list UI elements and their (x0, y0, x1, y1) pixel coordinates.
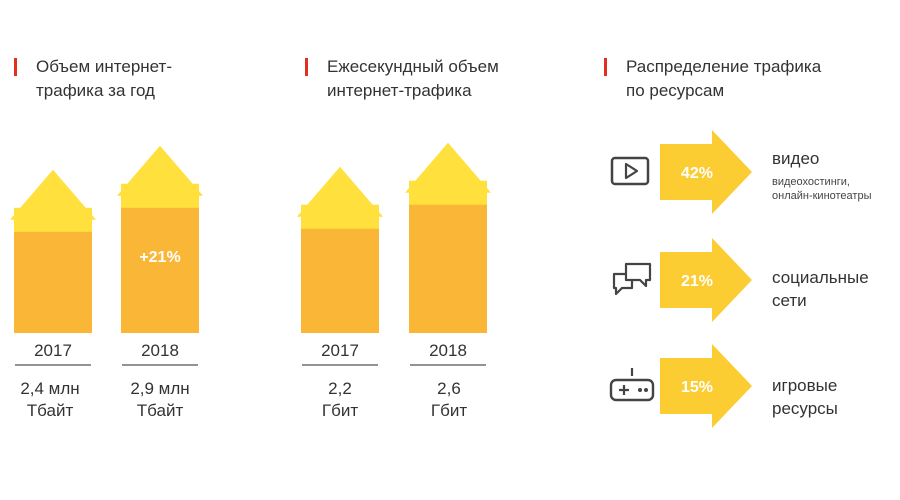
title-line-2: интернет-трафика (327, 81, 472, 100)
value-line-2: Тбайт (26, 401, 74, 420)
title-line-1: Распределение трафика (626, 57, 822, 76)
year-tick-label: 2017 (321, 341, 359, 360)
distribution-arrow (660, 130, 752, 214)
bar (121, 207, 199, 333)
value-label-persecond-2018: 2,6 Гбит (394, 378, 504, 422)
bar (301, 228, 379, 333)
value-label-annual-2018: 2,9 млн Тбайт (105, 378, 215, 422)
value-line-1: 2,9 млн (130, 379, 190, 398)
chat-bubble-front (624, 262, 652, 288)
title-accent-mark (604, 58, 607, 76)
video-play-icon (610, 156, 650, 186)
distribution-row-1: 42% (660, 130, 752, 214)
sublabel-line-2: онлайн-кинотеатры (772, 190, 872, 202)
growth-percent-label: +21% (139, 249, 180, 266)
growth-arrow-shaft (409, 180, 487, 206)
year-tick-label: 2017 (34, 341, 72, 360)
value-line-2: Гбит (321, 401, 359, 420)
label-line-1: социальные (772, 268, 869, 287)
distribution-row-3: 15% (660, 344, 752, 428)
year-tick-label: 2018 (429, 341, 467, 360)
gamepad-icon (609, 368, 655, 402)
distribution-percent-label: 42% (681, 165, 713, 182)
growth-arrow-shaft (14, 207, 92, 233)
bar (409, 204, 487, 333)
distribution-label-social: социальные сети (772, 266, 869, 312)
distribution-percent-label: 15% (681, 379, 713, 396)
title-line-2: трафика за год (36, 81, 155, 100)
bar-persecond-2018: 2018 (405, 142, 491, 366)
label-line-2: сети (772, 291, 807, 310)
value-line-2: Гбит (430, 401, 468, 420)
distribution-percent-label: 21% (681, 273, 713, 290)
label-line-1: игровые (772, 376, 838, 395)
value-line-2: Тбайт (136, 401, 184, 420)
bar (14, 231, 92, 333)
distribution-label-video: видео (772, 147, 819, 170)
distribution-row-2: 21% (660, 238, 752, 322)
video-frame (610, 156, 650, 186)
value-line-1: 2,4 млн (20, 379, 80, 398)
gamepad-button (644, 388, 648, 392)
title-accent-mark (14, 58, 17, 76)
distribution-arrow (660, 238, 752, 322)
title-accent-mark (305, 58, 308, 76)
distribution-label-games: игровые ресурсы (772, 374, 838, 420)
chat-bubbles-icon (612, 262, 652, 296)
value-line-1: 2,6 (437, 379, 461, 398)
value-line-1: 2,2 (328, 379, 352, 398)
growth-arrow-shaft (121, 183, 199, 209)
title-line-2: по ресурсам (626, 81, 725, 100)
value-label-annual-2017: 2,4 млн Тбайт (0, 378, 105, 422)
year-tick-label: 2018 (141, 341, 179, 360)
title-line-1: Ежесекундный объем (327, 57, 499, 76)
bar-annual-2018: 2018 +21% (117, 145, 203, 366)
value-label-persecond-2017: 2,2 Гбит (285, 378, 395, 422)
label-line-1: видео (772, 149, 820, 168)
gamepad-button (638, 388, 642, 392)
bar-annual-2017: 2017 (10, 169, 96, 366)
distribution-title: Распределение трафика по ресурсам (604, 55, 856, 103)
sublabel-line-1: видеохостинги, (772, 176, 850, 188)
bar-persecond-2017: 2017 (297, 166, 383, 366)
distribution-arrow (660, 344, 752, 428)
growth-arrow-shaft (301, 204, 379, 230)
distribution-sublabel-video: видеохостинги, онлайн-кинотеатры (772, 175, 872, 203)
label-line-2: ресурсы (772, 399, 838, 418)
gamepad-dpad (619, 385, 629, 395)
title-line-1: Объем интернет- (36, 57, 172, 76)
gamepad-body (609, 378, 655, 402)
persecond-traffic-title: Ежесекундный объем интернет-трафика (305, 55, 557, 103)
play-triangle (624, 162, 639, 180)
annual-traffic-title: Объем интернет- трафика за год (14, 55, 266, 103)
